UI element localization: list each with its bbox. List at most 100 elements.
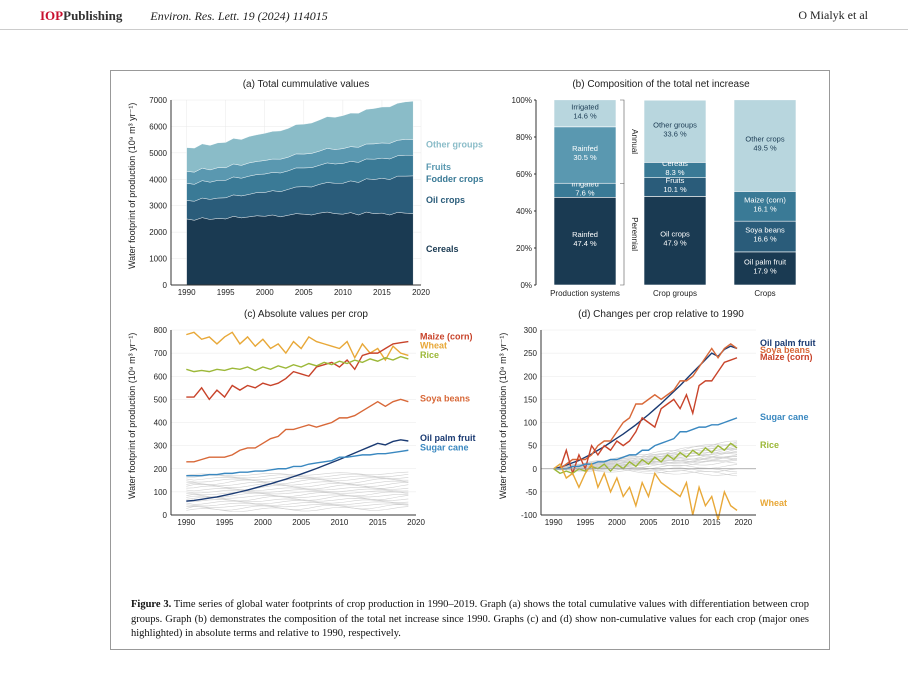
svg-text:Maize (corn): Maize (corn) [420, 331, 473, 341]
svg-text:600: 600 [154, 372, 168, 381]
panel-c-ylabel: Water footprint of production (10⁹ m³ yr… [127, 333, 138, 499]
svg-text:500: 500 [154, 395, 168, 404]
svg-text:2020: 2020 [407, 518, 425, 527]
svg-text:2020: 2020 [734, 518, 752, 527]
svg-text:49.5 %: 49.5 % [753, 144, 777, 153]
panel-a: (a) Total cummulative values Water footp… [121, 79, 491, 305]
panel-c-chart: 0100200300400500600700800199019952000200… [121, 320, 491, 535]
author-name: O Mialyk et al [798, 8, 868, 23]
svg-text:400: 400 [154, 419, 168, 428]
svg-text:Rainfed: Rainfed [572, 144, 598, 153]
svg-text:Crops: Crops [754, 289, 775, 298]
svg-text:47.4 %: 47.4 % [573, 239, 597, 248]
svg-text:16.1 %: 16.1 % [753, 204, 777, 213]
svg-text:3000: 3000 [149, 202, 167, 211]
svg-text:7000: 7000 [149, 96, 167, 105]
svg-text:Wheat: Wheat [760, 498, 787, 508]
svg-text:200: 200 [154, 465, 168, 474]
svg-text:2005: 2005 [292, 518, 310, 527]
svg-text:2000: 2000 [256, 288, 274, 297]
caption-text: Time series of global water footprints o… [131, 599, 809, 638]
svg-text:100: 100 [154, 488, 168, 497]
svg-text:2010: 2010 [331, 518, 349, 527]
svg-text:Oil crops: Oil crops [426, 195, 465, 205]
panel-b-title: (b) Composition of the total net increas… [501, 79, 821, 90]
svg-text:300: 300 [524, 326, 538, 335]
svg-text:Cereals: Cereals [426, 244, 459, 254]
svg-text:Maize (corn): Maize (corn) [760, 352, 813, 362]
svg-text:2020: 2020 [412, 288, 430, 297]
svg-text:8.3 %: 8.3 % [665, 168, 685, 177]
svg-text:1990: 1990 [545, 518, 563, 527]
svg-text:50: 50 [528, 442, 537, 451]
svg-text:2000: 2000 [608, 518, 626, 527]
svg-text:0: 0 [533, 465, 538, 474]
panel-d-ylabel: Water footprint of production (10⁹ m³ yr… [498, 333, 509, 499]
svg-text:Production systems: Production systems [550, 289, 620, 298]
header-left: IOPPublishing Environ. Res. Lett. 19 (20… [40, 8, 328, 24]
svg-text:Fruits: Fruits [426, 162, 451, 172]
svg-text:100: 100 [524, 419, 538, 428]
svg-text:20%: 20% [516, 244, 532, 253]
svg-text:30.5 %: 30.5 % [573, 153, 597, 162]
svg-text:6000: 6000 [149, 122, 167, 131]
svg-text:Other crops: Other crops [745, 135, 784, 144]
svg-text:-100: -100 [521, 511, 538, 520]
svg-text:Oil palm fruit: Oil palm fruit [744, 257, 787, 266]
panel-c: (c) Absolute values per crop Water footp… [121, 309, 491, 535]
svg-text:80%: 80% [516, 133, 532, 142]
svg-text:Other groups: Other groups [653, 120, 697, 129]
svg-text:1995: 1995 [216, 518, 234, 527]
svg-text:1000: 1000 [149, 255, 167, 264]
panel-a-title: (a) Total cummulative values [121, 79, 491, 90]
svg-text:150: 150 [524, 395, 538, 404]
panel-d-title: (d) Changes per crop relative to 1990 [496, 309, 826, 320]
page: IOPPublishing Environ. Res. Lett. 19 (20… [0, 0, 908, 679]
svg-text:33.6 %: 33.6 % [663, 129, 687, 138]
svg-text:2005: 2005 [295, 288, 313, 297]
svg-text:Sugar cane: Sugar cane [420, 442, 469, 452]
publisher-logo: IOPPublishing [40, 8, 122, 24]
svg-text:1995: 1995 [217, 288, 235, 297]
svg-text:5000: 5000 [149, 149, 167, 158]
svg-text:4000: 4000 [149, 175, 167, 184]
svg-text:14.6 %: 14.6 % [573, 111, 597, 120]
svg-text:16.6 %: 16.6 % [753, 235, 777, 244]
panel-b: (b) Composition of the total net increas… [501, 79, 821, 305]
svg-text:47.9 %: 47.9 % [663, 239, 687, 248]
page-header: IOPPublishing Environ. Res. Lett. 19 (20… [0, 0, 908, 30]
svg-text:Rice: Rice [760, 440, 779, 450]
figure-box: (a) Total cummulative values Water footp… [110, 70, 830, 650]
svg-text:Rice: Rice [420, 350, 439, 360]
svg-text:Annual: Annual [630, 129, 639, 154]
svg-text:2005: 2005 [640, 518, 658, 527]
panel-d: (d) Changes per crop relative to 1990 Wa… [496, 309, 826, 535]
svg-text:-50: -50 [525, 488, 537, 497]
svg-text:60%: 60% [516, 170, 532, 179]
svg-text:1990: 1990 [178, 288, 196, 297]
svg-text:2015: 2015 [369, 518, 387, 527]
svg-text:250: 250 [524, 349, 538, 358]
panel-a-chart: 0 1000 2000 3000 4000 5000 6000 7000 1990 1995 200… [121, 90, 491, 305]
svg-text:700: 700 [154, 349, 168, 358]
svg-text:Irrigated: Irrigated [571, 102, 599, 111]
svg-text:Soya beans: Soya beans [420, 394, 470, 404]
svg-text:100%: 100% [512, 96, 532, 105]
svg-text:2000: 2000 [149, 228, 167, 237]
svg-text:Sugar cane: Sugar cane [760, 412, 809, 422]
publisher-iop: IOP [40, 8, 63, 23]
svg-text:0%: 0% [520, 281, 532, 290]
svg-text:0: 0 [163, 511, 168, 520]
svg-text:800: 800 [154, 326, 168, 335]
svg-text:7.6 %: 7.6 % [575, 188, 595, 197]
svg-text:Rainfed: Rainfed [572, 230, 598, 239]
svg-text:10.1 %: 10.1 % [663, 185, 687, 194]
figure-caption: Figure 3. Time series of global water fo… [131, 598, 809, 641]
svg-text:2010: 2010 [334, 288, 352, 297]
svg-text:0: 0 [163, 281, 168, 290]
caption-lead: Figure 3. [131, 599, 171, 610]
panel-b-chart: 0%20%40%60%80%100%Rainfed47.4 %Irrigated… [501, 90, 821, 305]
svg-text:40%: 40% [516, 207, 532, 216]
svg-text:Oil crops: Oil crops [660, 230, 690, 239]
svg-text:Other groups: Other groups [426, 140, 483, 150]
